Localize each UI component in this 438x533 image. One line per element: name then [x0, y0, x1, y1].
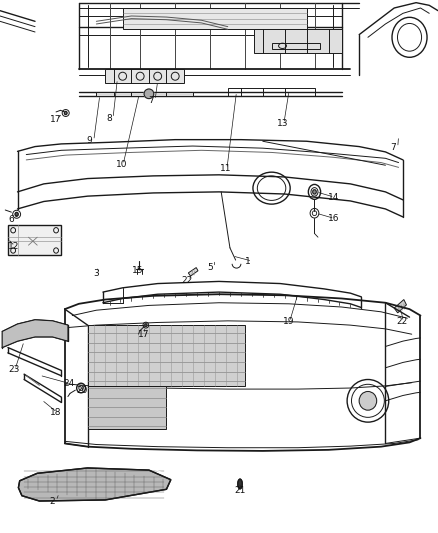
- Polygon shape: [8, 225, 61, 255]
- Text: 14: 14: [328, 193, 339, 201]
- Polygon shape: [88, 386, 166, 429]
- Text: 18: 18: [50, 408, 62, 417]
- Text: 20: 20: [77, 386, 88, 394]
- Text: 6: 6: [8, 215, 14, 224]
- Text: 16: 16: [328, 214, 339, 223]
- Text: 3: 3: [93, 269, 99, 278]
- Text: 1: 1: [245, 257, 251, 265]
- Text: 11: 11: [220, 165, 231, 173]
- Polygon shape: [394, 300, 406, 313]
- Ellipse shape: [359, 391, 377, 410]
- Polygon shape: [18, 468, 171, 501]
- Polygon shape: [105, 69, 184, 83]
- Text: 22: 22: [182, 277, 193, 285]
- Text: 7: 7: [391, 143, 396, 152]
- Text: 24: 24: [64, 379, 75, 388]
- Ellipse shape: [64, 111, 67, 115]
- Polygon shape: [123, 8, 307, 29]
- Text: 7: 7: [148, 96, 154, 104]
- Text: 19: 19: [283, 318, 294, 326]
- Text: 12: 12: [8, 242, 19, 251]
- Text: 22: 22: [396, 318, 408, 326]
- Ellipse shape: [313, 190, 316, 194]
- Text: 17: 17: [50, 115, 62, 124]
- Ellipse shape: [145, 324, 147, 326]
- Ellipse shape: [144, 89, 154, 99]
- Ellipse shape: [15, 212, 18, 216]
- Polygon shape: [88, 325, 245, 386]
- Text: 23: 23: [8, 366, 19, 374]
- Polygon shape: [96, 92, 193, 96]
- Polygon shape: [188, 268, 198, 276]
- Text: 8: 8: [106, 114, 112, 123]
- Text: 10: 10: [116, 160, 127, 169]
- Text: 9: 9: [87, 136, 92, 145]
- Text: 13: 13: [277, 119, 288, 128]
- Polygon shape: [2, 320, 68, 348]
- Text: 2: 2: [49, 497, 55, 505]
- Text: 15: 15: [132, 266, 144, 274]
- Text: 21: 21: [234, 486, 245, 495]
- Polygon shape: [254, 29, 342, 53]
- Ellipse shape: [238, 479, 242, 489]
- Text: 17: 17: [138, 330, 149, 338]
- Text: 5: 5: [207, 263, 213, 272]
